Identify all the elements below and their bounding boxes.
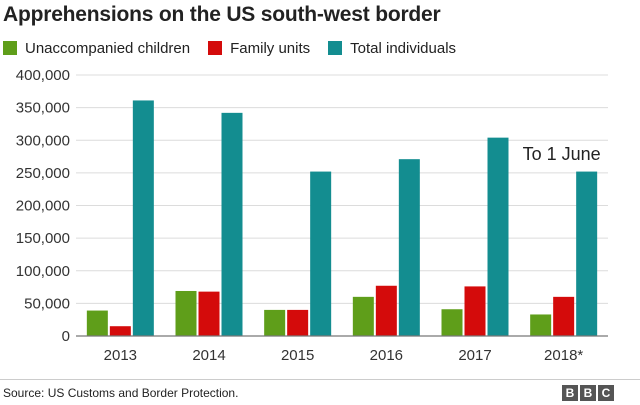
- x-tick-label: 2015: [281, 347, 314, 364]
- y-tick-label: 0: [62, 328, 70, 345]
- x-tick-label: 2016: [370, 347, 403, 364]
- annotation-to-1-june: To 1 June: [523, 144, 601, 164]
- bbc-logo-letter: C: [598, 385, 614, 401]
- bar-unaccompanied-children: [530, 314, 552, 336]
- y-tick-label: 300,000: [16, 132, 70, 149]
- bar-family-units: [287, 309, 309, 336]
- legend-swatch-unaccompanied-children: [3, 41, 17, 55]
- bar-unaccompanied-children: [86, 310, 108, 336]
- y-tick-label: 150,000: [16, 230, 70, 247]
- footer-divider: [0, 379, 640, 380]
- bbc-logo: B B C: [560, 385, 614, 401]
- bar-unaccompanied-children: [352, 296, 374, 336]
- x-tick-label: 2017: [458, 347, 491, 364]
- legend-item-family-units: Family units: [208, 40, 310, 57]
- legend-label-family-units: Family units: [230, 39, 311, 57]
- bar-total-individuals: [576, 171, 598, 336]
- legend-item-total-individuals: Total individuals: [328, 40, 456, 57]
- legend: Unaccompanied children Family units Tota…: [3, 38, 474, 58]
- y-tick-label: 400,000: [16, 67, 70, 84]
- legend-label-unaccompanied-children: Unaccompanied children: [25, 39, 191, 57]
- chart-title: Apprehensions on the US south-west borde…: [3, 3, 441, 26]
- bar-family-units: [553, 296, 575, 336]
- bar-total-individuals: [221, 112, 243, 336]
- bar-family-units: [464, 286, 486, 336]
- x-tick-label: 2018*: [544, 347, 583, 364]
- bar-unaccompanied-children: [441, 309, 463, 336]
- legend-swatch-total-individuals: [328, 41, 343, 55]
- y-tick-label: 350,000: [16, 100, 70, 117]
- bar-unaccompanied-children: [264, 309, 286, 336]
- bbc-logo-letter: B: [580, 385, 596, 401]
- y-tick-label: 250,000: [16, 165, 70, 182]
- bar-total-individuals: [487, 137, 509, 336]
- bar-unaccompanied-children: [175, 290, 197, 336]
- x-tick-label: 2014: [192, 347, 225, 364]
- source-note: Source: US Customs and Border Protection…: [3, 386, 239, 400]
- y-tick-label: 50,000: [24, 295, 70, 312]
- bar-total-individuals: [310, 171, 332, 336]
- bar-family-units: [375, 285, 397, 336]
- bar-family-units: [109, 326, 131, 336]
- bar-family-units: [198, 291, 220, 336]
- x-tick-label: 2013: [104, 347, 137, 364]
- y-tick-label: 100,000: [16, 263, 70, 280]
- legend-label-total-individuals: Total individuals: [350, 39, 457, 57]
- bar-chart: 0 50,000 100,000 150,000 200,000 250,000 300,0…: [16, 67, 608, 364]
- legend-item-unaccompanied-children: Unaccompanied children: [3, 40, 190, 57]
- bar-total-individuals: [398, 159, 420, 336]
- bbc-logo-letter: B: [562, 385, 578, 401]
- legend-swatch-family-units: [208, 41, 223, 55]
- y-tick-label: 200,000: [16, 198, 70, 215]
- bar-total-individuals: [132, 100, 154, 336]
